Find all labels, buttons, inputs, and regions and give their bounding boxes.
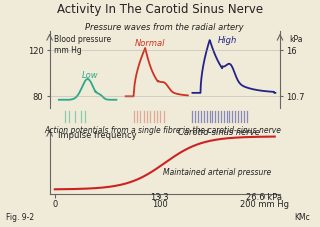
Text: Carotid-sinus nerve: Carotid-sinus nerve (179, 128, 260, 137)
Text: KMc: KMc (295, 213, 310, 222)
Text: Normal: Normal (135, 39, 165, 48)
Text: 26.6 kPa: 26.6 kPa (246, 193, 282, 202)
Text: Activity In The Carotid Sinus Nerve: Activity In The Carotid Sinus Nerve (57, 3, 263, 16)
Text: Impulse frequency: Impulse frequency (58, 131, 137, 140)
Text: Action potentials from a single fibre in the carotid-sinus nerve: Action potentials from a single fibre in… (45, 126, 282, 135)
Text: Fig. 9-2: Fig. 9-2 (6, 213, 35, 222)
Text: High: High (217, 36, 236, 45)
Text: 13.3: 13.3 (150, 193, 169, 202)
Text: Maintained arterial pressure: Maintained arterial pressure (164, 168, 272, 177)
Text: Blood pressure
mm Hg: Blood pressure mm Hg (54, 35, 111, 55)
Text: kPa: kPa (289, 35, 303, 44)
Text: Pressure waves from the radial artery: Pressure waves from the radial artery (85, 23, 244, 32)
Text: Low: Low (82, 71, 98, 80)
